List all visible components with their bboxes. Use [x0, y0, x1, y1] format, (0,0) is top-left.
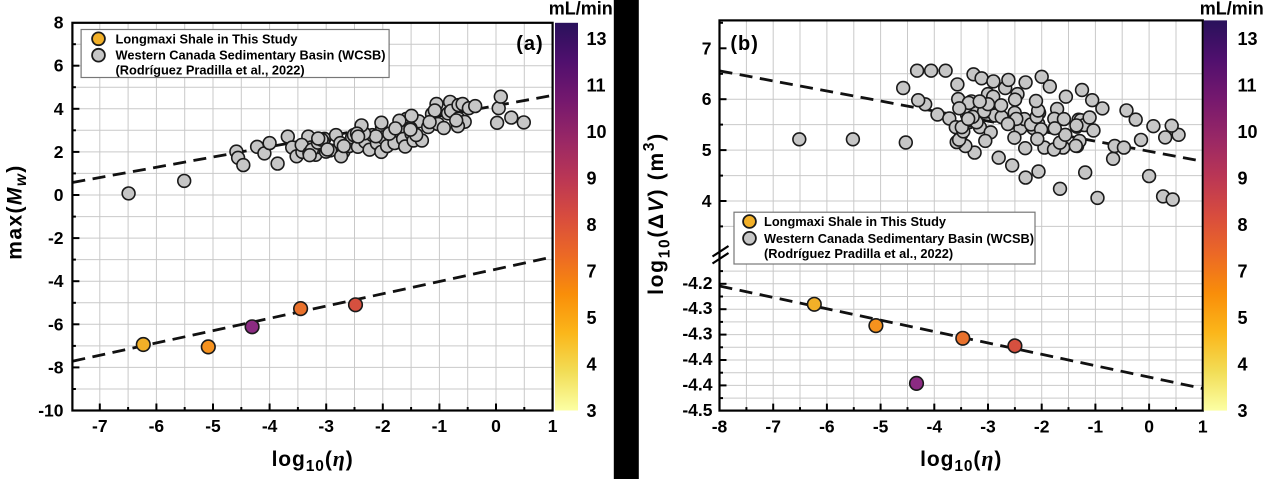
svg-text:0: 0 — [1144, 417, 1154, 437]
svg-text:-4.4: -4.4 — [682, 349, 712, 369]
svg-text:5: 5 — [1238, 308, 1248, 328]
svg-text:5: 5 — [702, 140, 712, 160]
svg-text:9: 9 — [587, 169, 597, 189]
svg-text:8: 8 — [587, 215, 597, 235]
svg-text:-4.3: -4.3 — [682, 324, 712, 344]
svg-text:(Rodríguez Pradilla et al., 20: (Rodríguez Pradilla et al., 2022) — [764, 246, 953, 261]
svg-text:4: 4 — [54, 99, 64, 119]
svg-text:3: 3 — [1238, 401, 1248, 421]
svg-text:-1: -1 — [432, 416, 448, 436]
svg-text:-8: -8 — [712, 417, 728, 437]
svg-text:-6: -6 — [819, 417, 835, 437]
svg-text:Western Canada Sedimentary Bas: Western Canada Sedimentary Basin (WCSB) — [764, 231, 1034, 246]
svg-text:-2: -2 — [48, 228, 64, 248]
svg-text:-4.5: -4.5 — [682, 400, 712, 420]
svg-text:-2: -2 — [1034, 417, 1050, 437]
svg-text:-6: -6 — [149, 416, 165, 436]
svg-text:-3: -3 — [980, 417, 996, 437]
svg-text:-8: -8 — [48, 357, 64, 377]
svg-text:9: 9 — [1238, 169, 1248, 189]
svg-text:7: 7 — [702, 38, 712, 58]
svg-text:-4.3: -4.3 — [682, 298, 712, 318]
svg-text:4: 4 — [1238, 354, 1248, 374]
svg-text:7: 7 — [1238, 262, 1248, 282]
svg-text:8: 8 — [1238, 215, 1248, 235]
svg-text:0: 0 — [54, 185, 64, 205]
svg-text:-3: -3 — [318, 416, 334, 436]
svg-text:Longmaxi Shale in This Study: Longmaxi Shale in This Study — [764, 214, 947, 229]
svg-text:mL/min: mL/min — [549, 0, 613, 19]
svg-text:-6: -6 — [48, 314, 64, 334]
svg-text:11: 11 — [1238, 76, 1257, 96]
svg-text:8: 8 — [54, 13, 64, 33]
svg-text:-4: -4 — [48, 271, 64, 291]
svg-text:0: 0 — [491, 416, 501, 436]
svg-text:-4: -4 — [262, 416, 278, 436]
svg-text:-10: -10 — [38, 401, 64, 421]
svg-text:-4.4: -4.4 — [682, 374, 712, 394]
svg-text:10: 10 — [1238, 122, 1258, 142]
svg-text:11: 11 — [587, 76, 606, 96]
svg-text:-1: -1 — [1088, 417, 1104, 437]
svg-text:10: 10 — [587, 122, 607, 142]
svg-text:-2: -2 — [375, 416, 391, 436]
svg-text:1: 1 — [548, 416, 558, 436]
svg-text:Longmaxi Shale in This Study: Longmaxi Shale in This Study — [116, 31, 299, 46]
svg-text:6: 6 — [702, 89, 712, 109]
svg-text:(b): (b) — [730, 33, 759, 55]
svg-text:7: 7 — [587, 262, 597, 282]
svg-text:(Rodríguez Pradilla et al., 20: (Rodríguez Pradilla et al., 2022) — [116, 63, 305, 78]
svg-text:4: 4 — [587, 354, 597, 374]
svg-text:-7: -7 — [92, 416, 108, 436]
svg-text:-5: -5 — [205, 416, 221, 436]
svg-text:6: 6 — [54, 56, 64, 76]
svg-text:1: 1 — [1198, 417, 1208, 437]
svg-text:4: 4 — [702, 191, 712, 211]
svg-text:-4.2: -4.2 — [682, 273, 712, 293]
svg-text:2: 2 — [54, 142, 64, 162]
svg-text:13: 13 — [587, 29, 607, 49]
svg-text:3: 3 — [587, 401, 597, 421]
svg-text:Western Canada Sedimentary Bas: Western Canada Sedimentary Basin (WCSB) — [116, 48, 386, 63]
svg-text:(a): (a) — [516, 33, 543, 55]
svg-text:5: 5 — [587, 308, 597, 328]
svg-text:-7: -7 — [765, 417, 781, 437]
svg-text:13: 13 — [1238, 29, 1258, 49]
svg-text:-4: -4 — [927, 417, 943, 437]
svg-text:mL/min: mL/min — [1200, 0, 1264, 19]
svg-text:-5: -5 — [873, 417, 889, 437]
